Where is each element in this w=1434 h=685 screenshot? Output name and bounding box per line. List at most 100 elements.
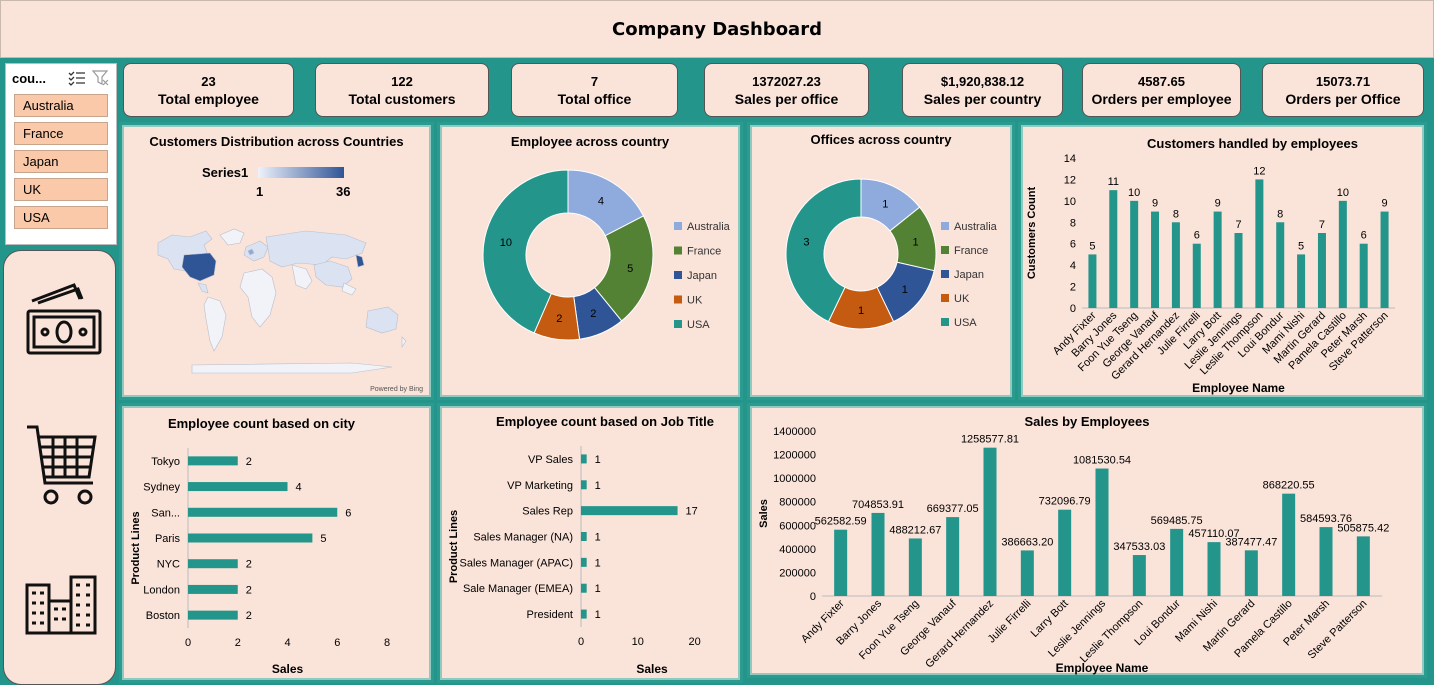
chart-title: Offices across country [810, 132, 952, 147]
data-label: 10 [1337, 187, 1349, 199]
map-panel: Customers Distribution across Countries … [119, 122, 434, 400]
slicer-header: cou... [6, 64, 116, 92]
slicer-item[interactable]: France [14, 122, 108, 145]
data-label: 457110.07 [1188, 528, 1239, 540]
x-axis-title: Sales [272, 662, 304, 676]
legend-swatch [674, 222, 682, 230]
chart-title: Employee count based on Job Title [496, 414, 714, 429]
y-tick-label: VP Marketing [507, 480, 573, 492]
chart-title: Employee count based on city [167, 416, 356, 431]
bar [1380, 211, 1389, 308]
legend-entry: France [954, 245, 988, 257]
slice-label: 3 [803, 237, 809, 249]
y-axis-title: Product Lines [448, 510, 460, 583]
multi-select-icon[interactable] [68, 70, 86, 86]
data-label: 569485.75 [1151, 515, 1203, 527]
data-label: 2 [246, 610, 252, 622]
x-tick-label: Leslie Thompson [1078, 598, 1146, 666]
data-label: 2 [246, 584, 252, 596]
kpi-total-customers: 122 Total customers [315, 63, 489, 117]
y-tick-label: 800000 [779, 497, 816, 509]
slice-label: 5 [627, 263, 633, 275]
y-axis-title: Customers Count [1026, 187, 1038, 280]
data-label: 868220.55 [1263, 480, 1315, 492]
pie-slice [593, 215, 654, 322]
y-tick-label: San... [151, 507, 180, 519]
bar [581, 609, 587, 619]
data-label: 4 [296, 482, 302, 494]
map-scale-min: 1 [256, 184, 263, 199]
slice-label: 1 [858, 305, 864, 317]
y-tick-label: Sales Manager (NA) [473, 532, 573, 544]
y-tick-label: 8 [1070, 217, 1076, 229]
slicer-item[interactable]: UK [14, 178, 108, 201]
pie-slice [482, 169, 569, 334]
bar [188, 533, 313, 543]
bar [581, 454, 587, 464]
employee-country-donut: 4 5 2 2 10 Australia France Japan UK USA [482, 169, 731, 341]
y-tick-label: 200000 [779, 567, 816, 579]
slicer-item[interactable]: Japan [14, 150, 108, 173]
bar [1282, 493, 1296, 596]
y-tick-label: Sales Manager (APAC) [459, 557, 573, 569]
customers-employees-panel: Customers handled by employees 0 2 4 6 8 10 12… [1018, 122, 1427, 400]
data-label: 5 [1089, 240, 1095, 252]
data-label: 1 [595, 609, 601, 621]
money-icon[interactable] [4, 281, 117, 357]
bar [1095, 468, 1109, 596]
data-label: 7 [1235, 219, 1241, 231]
legend-swatch [674, 295, 682, 304]
slicer-item[interactable]: USA [14, 206, 108, 229]
x-tick-label: 20 [688, 636, 700, 648]
slice-label: 1 [913, 237, 919, 249]
chart-title: Customers handled by employees [1147, 136, 1358, 151]
y-tick-label: 10 [1064, 196, 1076, 208]
kpi-sales-per-country: $1,920,838.12 Sales per country [902, 63, 1063, 117]
y-tick-label: 0 [1070, 303, 1076, 315]
data-label: 669377.05 [927, 503, 979, 515]
kpi-label: Orders per Office [1285, 91, 1401, 107]
y-tick-label: 6 [1070, 239, 1076, 251]
x-tick-label: 2 [235, 637, 241, 649]
job-title-chart: 1 VP Sales 1 VP Marketing 17 Sales Rep 1 Sales … [448, 446, 701, 676]
kpi-value: 4587.65 [1138, 74, 1185, 89]
y-tick-label: 4 [1070, 260, 1076, 272]
legend-swatch [941, 246, 949, 254]
buildings-icon[interactable] [4, 571, 117, 637]
data-label: 9 [1152, 198, 1158, 210]
kpi-value: $1,920,838.12 [940, 74, 1025, 89]
kpi-total-employee: 23 Total employee [123, 63, 294, 117]
y-tick-label: Tokyo [151, 456, 180, 468]
data-label: 387477.47 [1225, 536, 1277, 548]
data-label: 1 [595, 557, 601, 569]
clear-filter-icon[interactable] [92, 70, 110, 86]
kpi-label: Orders per employee [1091, 91, 1232, 107]
legend-entry: France [687, 246, 721, 258]
legend-swatch [941, 270, 949, 278]
x-axis-title: Employee Name [1056, 661, 1149, 675]
legend-entry: UK [687, 295, 703, 307]
bar [581, 557, 587, 567]
chart-title: Employee across country [510, 134, 670, 149]
slicer-item[interactable]: Australia [14, 94, 108, 117]
bar [1244, 550, 1258, 596]
data-label: 6 [1361, 230, 1367, 242]
offices-country-panel: Offices across country 1 1 1 1 3 Australia Fra… [747, 122, 1015, 400]
bar [1132, 555, 1146, 596]
map-attribution: Powered by Bing [370, 386, 423, 393]
shopping-cart-icon[interactable] [4, 421, 117, 511]
bar [834, 529, 848, 596]
slice-label: 1 [902, 284, 908, 296]
chart-title: Sales by Employees [1024, 414, 1150, 429]
country-slicer: cou... Australia France Japan UK USA [5, 63, 117, 245]
bar [1130, 200, 1139, 308]
data-label: 2 [246, 456, 252, 468]
page-title: Company Dashboard [612, 19, 822, 40]
legend-swatch [674, 246, 682, 255]
bar [1058, 509, 1072, 596]
y-tick-label: London [143, 584, 180, 596]
y-tick-label: 1000000 [773, 473, 816, 485]
slice-label: 4 [598, 196, 604, 208]
x-tick-label: 0 [185, 637, 191, 649]
kpi-value: 1372027.23 [752, 74, 821, 89]
